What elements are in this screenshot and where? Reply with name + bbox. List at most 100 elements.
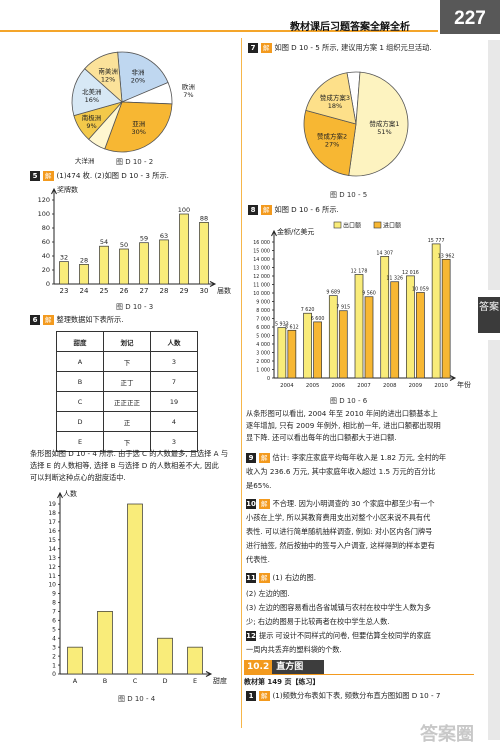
data-label: 15 777	[428, 238, 445, 244]
question-number: 12	[246, 631, 256, 641]
question-9-line: 是65%.	[246, 481, 272, 490]
y-tick-label: 16	[48, 528, 56, 535]
x-tick-label: 2008	[383, 383, 397, 389]
pie-slice-label: 赞成方案3	[320, 93, 350, 102]
y-tick-label: 11 000	[253, 283, 270, 289]
pie-slice	[305, 72, 357, 125]
textbook-reference: 教材第 149 页【练习】	[244, 678, 320, 686]
y-tick-label: 4 000	[256, 342, 270, 348]
y-tick-label: 6	[52, 618, 56, 625]
x-axis-arrow	[209, 281, 217, 287]
pie-slice-label: 欧洲	[182, 82, 195, 91]
x-tick-label: 23	[60, 287, 69, 295]
data-label: 54	[100, 238, 108, 246]
data-label: 12 178	[351, 268, 368, 274]
y-tick-label: 19	[48, 501, 56, 508]
data-label: 12 016	[402, 270, 419, 276]
pie-slice	[303, 109, 357, 176]
x-axis-arrow	[449, 375, 457, 381]
data-label: 5 933	[275, 322, 289, 328]
pie-slice	[71, 68, 123, 117]
paragraph-line: 从条形图可以看出, 2004 年至 2010 年间的进出口额基本上	[246, 409, 438, 418]
x-tick-label: A	[73, 677, 78, 685]
question-6: 6 解整理数据如下表所示.	[30, 314, 123, 326]
y-tick-label: 40	[42, 252, 50, 260]
pie-slice	[104, 101, 173, 153]
question-number: 1	[246, 691, 256, 701]
solution-tag: 解	[259, 499, 270, 509]
question-9-line: 估计: 李家庄家庭平均每年收入是 1.82 万元, 全村的年	[272, 453, 447, 462]
y-tick-label: 16 000	[253, 240, 270, 246]
bar	[127, 503, 143, 675]
bar	[287, 329, 297, 379]
x-tick-label: B	[103, 677, 107, 685]
question-8: 8 解如图 D 10 - 6 所示.	[248, 204, 339, 216]
question-number: 6	[30, 315, 40, 325]
section-heading: 10.2 直方图	[244, 660, 324, 674]
bar	[159, 239, 169, 285]
y-tick-label: 1	[52, 662, 56, 669]
y-tick-label: 7	[52, 609, 56, 616]
question-number: 8	[248, 205, 258, 215]
header-rule	[0, 30, 438, 32]
question-11-line: (2) 左边的图.	[246, 589, 290, 598]
question-number: 5	[30, 171, 40, 181]
y-tick-label: 3	[52, 644, 56, 651]
x-tick-label: 28	[160, 287, 169, 295]
y-tick-label: 15	[48, 537, 56, 544]
solution-tag: 解	[259, 453, 270, 463]
bar	[97, 611, 113, 675]
question-11-line: (3) 左边的图容易看出各省城镇与农村在校中学生人数为多	[246, 603, 431, 612]
pie-slice-label: 亚洲	[132, 120, 145, 128]
y-tick-label: 13	[48, 555, 56, 562]
x-tick-label: 29	[180, 287, 189, 295]
legend-label: 进口额	[383, 222, 401, 230]
pie-slice	[117, 51, 169, 103]
table-header: 甜度	[56, 331, 104, 352]
y-tick-label: 3 000	[256, 351, 270, 357]
x-axis-label: 年份	[457, 380, 471, 389]
question-10-line: 进行抽签, 然后按抽中的签号入户调查, 这样得到的样本更有	[246, 541, 435, 550]
solution-tag: 解	[261, 205, 272, 215]
question-number: 7	[248, 43, 258, 53]
y-tick-label: 17	[48, 519, 56, 526]
table-cell: C	[56, 391, 104, 412]
figure-caption-d10-6: 图 D 10 - 6	[330, 397, 368, 405]
y-tick-label: 0	[46, 280, 50, 288]
y-tick-label: 8 000	[256, 308, 270, 314]
question-9-line: 收入为 236.6 万元, 其中家庭年收入超过 1.5 万元的百分比	[246, 467, 436, 476]
y-axis-arrow	[57, 491, 63, 499]
question-10-line: 代表性.	[246, 555, 270, 564]
pie-slice-label: 非洲	[131, 67, 144, 76]
paragraph-line: 逐年增加, 只有 2009 年例外, 相比前一年, 进出口额都出现明	[246, 421, 441, 430]
bar	[157, 637, 173, 675]
pie-slice-value: 12%	[101, 75, 115, 83]
question-11-line: (1) 右边的图.	[272, 573, 317, 582]
bar	[59, 261, 69, 285]
data-label: 13 962	[438, 253, 455, 259]
pie-slice-label: 南美洲	[98, 66, 118, 75]
data-label: 14 307	[376, 250, 393, 256]
pie-slice-value: 30%	[131, 128, 145, 136]
table-cell: 正	[103, 411, 151, 432]
question-6-text: 整理数据如下表所示.	[56, 315, 124, 324]
hint-tag: 提示	[259, 631, 274, 640]
data-label: 88	[200, 214, 208, 222]
table-cell: 4	[150, 411, 198, 432]
data-label: 5 612	[285, 324, 299, 330]
section-title: 直方图	[276, 662, 304, 672]
x-tick-label: 2009	[409, 383, 422, 389]
question-12-line: 可设计不同样式的问卷, 但要估算全校同学的家庭	[275, 631, 431, 640]
pie-slice	[348, 71, 409, 177]
table-row: C 正正正正 19	[56, 391, 198, 412]
figure-caption-d10-4: 图 D 10 - 4	[118, 695, 156, 703]
bar	[390, 281, 400, 379]
pie-slice-label: 赞成方案1	[369, 119, 399, 128]
section-number: 10.2	[244, 660, 273, 674]
table-cell: B	[56, 371, 104, 392]
x-tick-label: 25	[100, 287, 109, 295]
data-label: 7 915	[336, 305, 350, 311]
y-tick-label: 20	[42, 266, 50, 274]
y-tick-label: 120	[38, 196, 50, 204]
